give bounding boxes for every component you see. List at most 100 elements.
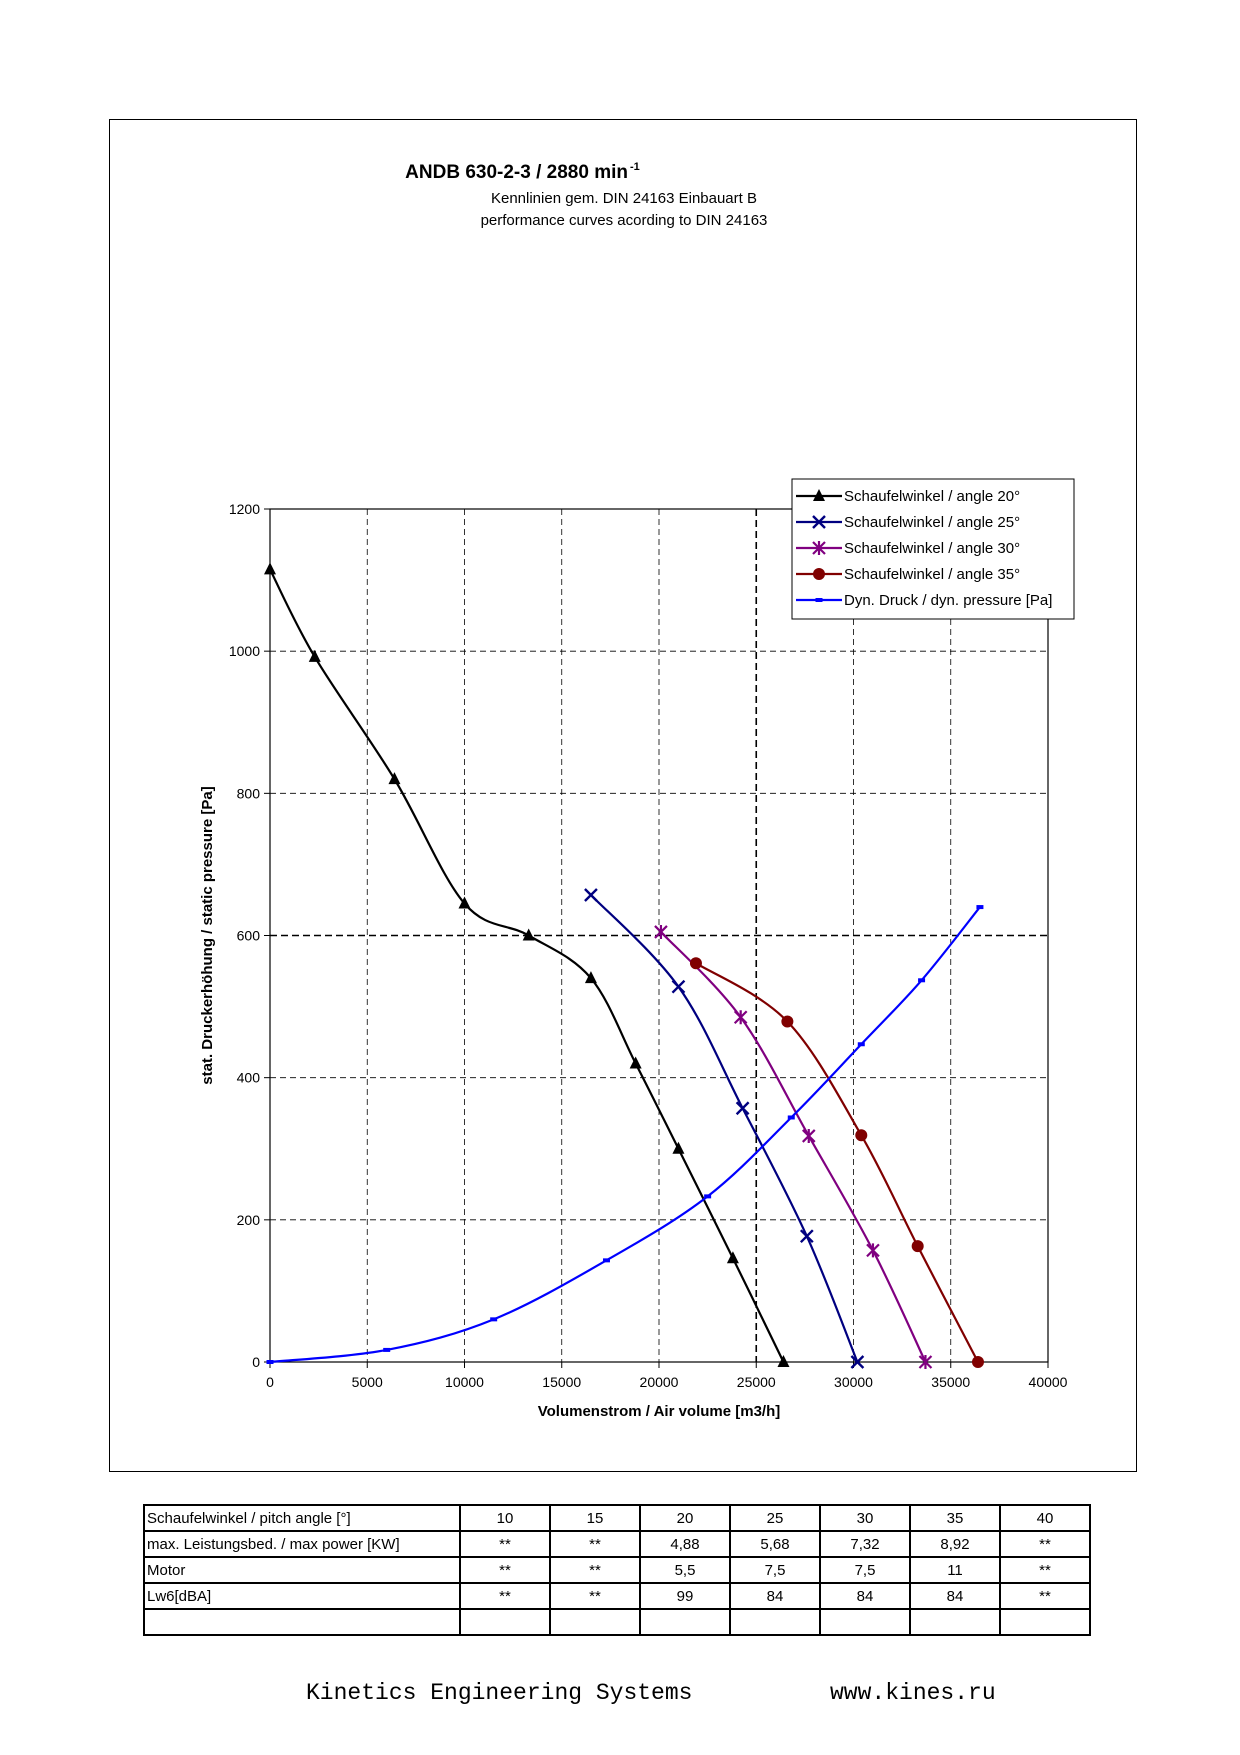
legend-label-1: Schaufelwinkel / angle 25° [844,514,1020,531]
data-point-series-2 [654,924,668,939]
y-axis-label: stat. Druckerhöhung / static pressure [P… [199,786,216,1084]
y-tick-label: 600 [237,928,261,944]
table-cell: 7,5 [819,1556,911,1584]
y-tick-label: 1200 [229,501,260,517]
table-cell: ** [549,1556,641,1584]
table-row-header [143,1608,461,1636]
x-axis-label: Volumenstrom / Air volume [m3/h] [538,1403,781,1420]
data-point-series-4 [787,1115,795,1120]
footer-company: Kinetics Engineering Systems [306,1680,693,1706]
table-cell [549,1608,641,1636]
data-point-series-3 [855,1129,868,1142]
y-tick-label: 200 [237,1212,261,1228]
chart-title: ANDB 630-2-3 / 2880 min [405,162,628,183]
table-cell [819,1608,911,1636]
x-tick-label: 0 [266,1374,274,1390]
legend-marker-2 [812,541,826,555]
table-cell [999,1608,1091,1636]
table-cell: 84 [909,1582,1001,1610]
table-cell: ** [999,1530,1091,1558]
legend-marker-4 [815,598,823,602]
chart-subtitle-1: Kennlinien gem. DIN 24163 Einbauart B [491,190,757,207]
data-point-series-4 [490,1317,498,1322]
table-cell: 35 [909,1504,1001,1532]
table-cell: 8,92 [909,1530,1001,1558]
x-tick-label: 30000 [834,1374,873,1390]
table-row-header: Lw6[dBA] [143,1582,461,1610]
table-cell [729,1608,821,1636]
x-tick-label: 35000 [931,1374,970,1390]
x-tick-label: 15000 [542,1374,581,1390]
data-point-series-0 [308,649,321,662]
table-cell: 30 [819,1504,911,1532]
data-point-series-1 [584,888,598,902]
table-cell: 25 [729,1504,821,1532]
performance-chart: ANDB 630-2-3 / 2880 min -1 Kennlinien ge… [199,161,1075,1420]
series-line-0 [269,568,785,1363]
table-row-header: Motor [143,1556,461,1584]
table-row-header: max. Leistungsbed. / max power [KW] [143,1530,461,1558]
data-point-series-4 [602,1258,610,1263]
data-point-series-3 [911,1240,924,1253]
x-tick-label: 25000 [737,1374,776,1390]
data-point-series-3 [971,1356,984,1368]
data-point-series-1 [850,1355,865,1369]
data-point-series-2 [918,1355,933,1369]
legend-label-2: Schaufelwinkel / angle 30° [844,540,1020,557]
data-point-series-0 [672,1141,685,1154]
table-cell: 20 [639,1504,731,1532]
data-point-series-0 [522,928,535,941]
data-point-series-3 [689,957,702,970]
legend-marker-1 [812,515,826,529]
legend-label-0: Schaufelwinkel / angle 20° [844,488,1020,505]
table-row [143,1608,1091,1636]
table-cell: 5,5 [639,1556,731,1584]
data-point-series-0 [726,1251,739,1264]
y-tick-label: 1000 [229,643,260,659]
legend-marker-3 [813,568,825,580]
table-cell: 4,88 [639,1530,731,1558]
series-line-2 [660,931,927,1363]
table-row-header: Schaufelwinkel / pitch angle [°] [143,1504,461,1532]
data-point-series-4 [704,1194,712,1199]
table-row: max. Leistungsbed. / max power [KW] ** ** 4… [143,1530,1091,1558]
data-point-series-2 [733,1010,748,1025]
table-cell: 40 [999,1504,1091,1532]
spec-table: Schaufelwinkel / pitch angle [°] 10 15 20 25… [143,1504,1091,1636]
table-cell: 84 [729,1582,821,1610]
table-row: Schaufelwinkel / pitch angle [°] 10 15 20 25… [143,1504,1091,1532]
series-line-4 [269,906,981,1364]
table-cell: 7,32 [819,1530,911,1558]
footer-url: www.kines.ru [830,1680,996,1706]
table-cell: ** [459,1530,551,1558]
x-tick-label: 20000 [640,1374,679,1390]
table-cell: 15 [549,1504,641,1532]
data-point-series-4 [266,1360,274,1364]
table-cell [909,1608,1001,1636]
data-point-series-0 [388,772,401,785]
table-cell: 99 [639,1582,731,1610]
legend-marker-0 [813,489,825,501]
table-cell: ** [549,1582,641,1610]
data-point-series-4 [857,1042,865,1047]
y-tick-label: 400 [237,1070,261,1086]
chart-subtitle-2: performance curves acording to DIN 24163 [481,212,768,229]
data-point-series-1 [735,1101,750,1116]
table-cell: 7,5 [729,1556,821,1584]
chart-frame: ANDB 630-2-3 / 2880 min -1 Kennlinien ge… [109,119,1137,1472]
data-point-series-4 [918,978,926,983]
legend-label-4: Dyn. Druck / dyn. pressure [Pa] [844,592,1052,609]
data-point-series-2 [801,1128,816,1143]
series-line-1 [590,894,859,1363]
data-point-series-0 [584,971,597,984]
x-tick-label: 10000 [445,1374,484,1390]
chart-title-superscript: -1 [630,161,640,173]
data-point-series-0 [458,896,471,909]
data-point-series-4 [383,1347,391,1352]
table-cell: ** [459,1556,551,1584]
data-point-series-3 [781,1015,794,1028]
data-point-series-4 [976,905,984,910]
table-cell: ** [999,1556,1091,1584]
series-line-3 [695,962,979,1363]
y-tick-label: 0 [252,1354,260,1370]
